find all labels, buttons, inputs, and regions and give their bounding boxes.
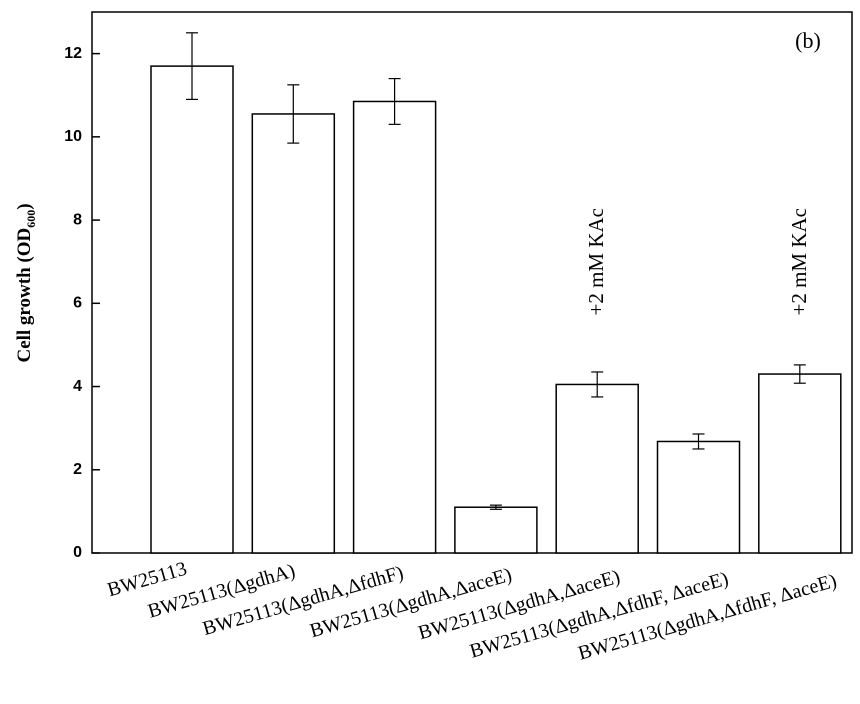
y-label-subscript: 600 [24,210,38,228]
y-axis-label: Cell growth (OD600) [14,203,38,362]
y-tick-label: 10 [64,128,82,145]
bar [555,383,639,554]
bar [656,440,741,554]
bar [454,506,538,554]
y-tick-label: 6 [73,295,82,312]
bar [352,100,437,554]
y-tick-label: 8 [73,211,82,228]
y-tick-label: 2 [73,461,82,478]
bar [758,373,842,554]
bar [251,113,336,554]
annotation: +2 mM KAc [584,208,608,316]
y-tick-label: 0 [73,544,82,561]
y-tick-label: 4 [73,378,82,395]
annotation: +2 mM KAc [787,208,811,316]
y-label-text: Cell growth (OD [14,228,35,363]
y-tick-label: 12 [64,45,82,62]
bar [150,65,234,554]
y-label-close: ) [14,203,35,209]
panel-label: (b) [795,28,821,53]
